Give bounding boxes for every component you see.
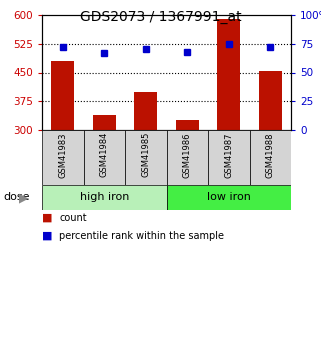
Text: ■: ■ [42,213,52,223]
Text: GSM41988: GSM41988 [266,132,275,177]
Text: ■: ■ [42,231,52,241]
Bar [83,130,125,185]
Text: low iron: low iron [207,193,251,203]
Bar [134,92,157,130]
Bar [249,130,291,185]
Bar [51,61,74,130]
Text: GSM41986: GSM41986 [183,132,192,177]
Bar [176,120,199,130]
Bar [259,71,282,130]
Text: GDS2073 / 1367991_at: GDS2073 / 1367991_at [80,10,241,24]
Bar [93,115,116,130]
Bar [208,130,249,185]
Bar [217,19,240,130]
Text: dose: dose [3,193,30,203]
Text: GSM41984: GSM41984 [100,132,109,177]
Bar [42,185,167,210]
Bar [125,130,167,185]
Bar [167,185,291,210]
Bar [42,130,83,185]
Text: high iron: high iron [80,193,129,203]
Text: percentile rank within the sample: percentile rank within the sample [59,231,224,241]
Bar [167,130,208,185]
Text: GSM41983: GSM41983 [58,132,67,177]
Text: GSM41985: GSM41985 [141,132,150,177]
Text: count: count [59,213,87,223]
Text: ▶: ▶ [19,191,29,204]
Text: GSM41987: GSM41987 [224,132,233,177]
